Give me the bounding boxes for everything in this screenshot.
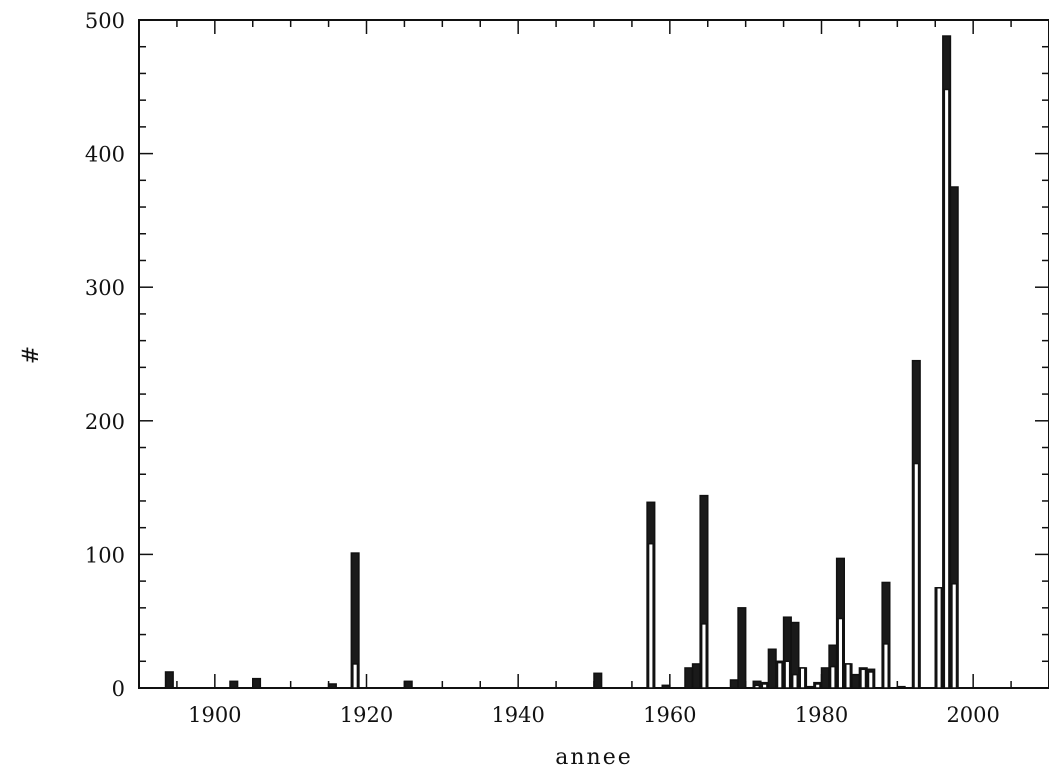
y-tick-label: 300 [85,276,125,300]
bar-subset-7 [647,542,654,689]
x-tick-label: 1960 [643,703,696,727]
bar-total-1 [229,680,239,689]
bar-total-3 [327,683,337,689]
x-tick-labels: 1900 1920 1940 1960 1980 2000 [188,703,1000,727]
bar-total-23 [820,667,830,689]
x-tick-label: 1980 [795,703,848,727]
bar-subset-25 [837,617,844,689]
x-tick-label: 2000 [946,703,999,727]
bar-total-6 [593,672,603,689]
bar-subset-26 [845,663,852,689]
bar-total-9 [684,667,694,689]
bar-total-10 [691,663,701,689]
bar-subset-32 [913,462,920,689]
bar-total-27 [851,673,861,689]
bar-subset-24 [829,665,836,689]
bar-subset-4 [352,663,359,689]
x-tick-label: 1940 [491,703,544,727]
bar-subset-18 [784,660,791,689]
y-axis-title: # [19,344,44,364]
bar-total-8 [661,684,671,689]
x-tick-label: 1900 [188,703,241,727]
y-tick-label: 100 [85,543,125,567]
bar-subset-11 [700,623,708,689]
bar-subset-17 [776,661,783,689]
bar-total-13 [737,607,747,689]
bar-subset-34 [943,88,950,689]
bar-subset-33 [936,587,943,689]
bar-total-0 [164,671,174,689]
bar-total-21 [805,685,815,689]
y-tick-labels: 0 100 200 300 400 500 [85,9,125,701]
bar-total-5 [403,680,413,689]
bar-subset-20 [799,667,806,689]
x-axis-title: annee [555,745,633,768]
bar-subset-19 [791,673,799,689]
bar-subset-28 [860,668,867,689]
bar-subset-29 [867,671,874,689]
bar-total-16 [767,648,777,689]
x-tick-label: 1920 [340,703,393,727]
bar-subset-14 [754,684,761,689]
bar-subset-30 [882,643,890,689]
bar-total-12 [729,679,739,689]
y-tick-label: 400 [85,143,125,167]
y-tick-label: 0 [112,677,125,701]
ticks-group [138,19,1049,689]
bar-subset-15 [761,683,768,689]
bars-group [164,35,959,689]
bar-total-31 [896,685,906,689]
bar-subset-22 [814,683,821,689]
bar-subset-35 [951,583,958,689]
y-tick-label: 200 [85,410,125,434]
y-tick-label: 500 [85,9,125,33]
bar-total-2 [252,677,262,689]
